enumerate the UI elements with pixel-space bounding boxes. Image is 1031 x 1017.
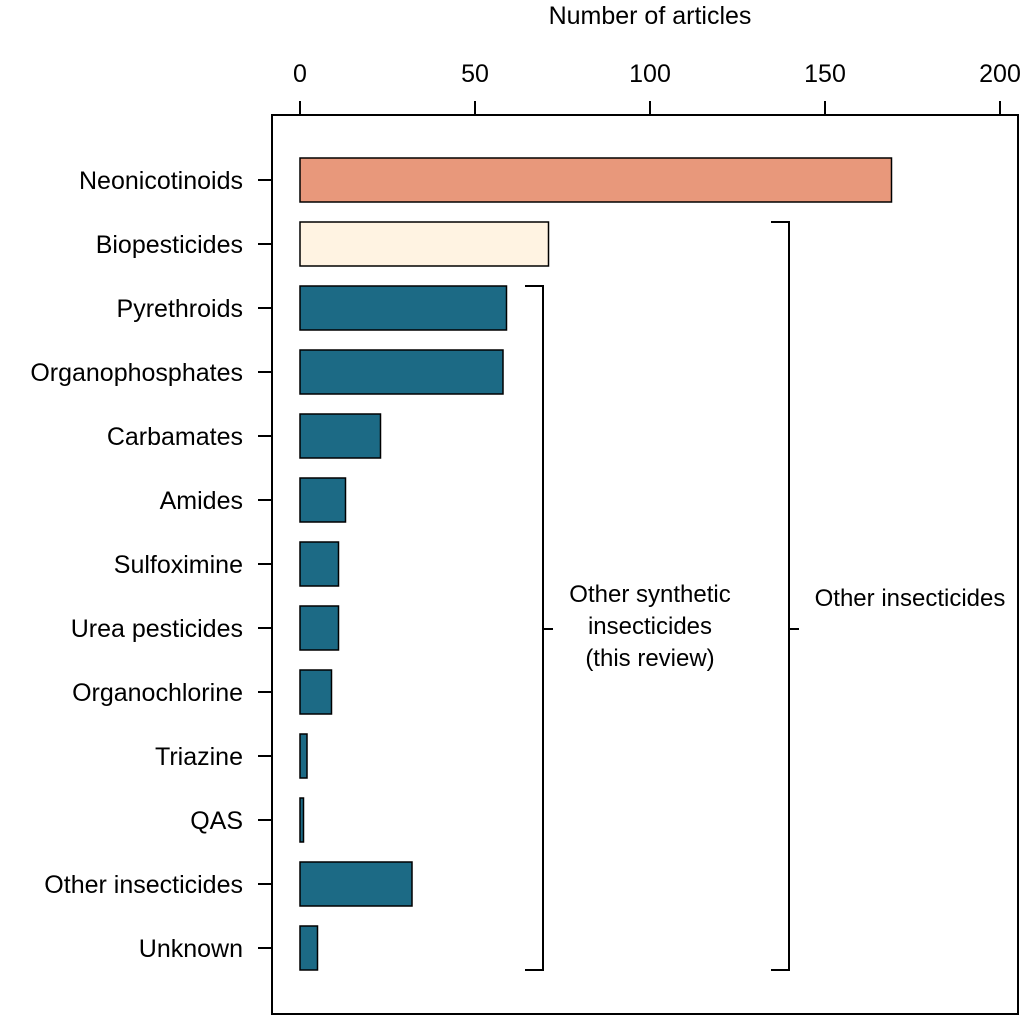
category-label: Sulfoximine (114, 551, 243, 579)
bar-urea-pesticides (299, 605, 340, 651)
category-label: Unknown (139, 935, 243, 963)
category-label: Biopesticides (96, 231, 243, 259)
bar-carbamates (299, 413, 382, 459)
category-label: Organophosphates (30, 359, 243, 387)
bracket-label-line: (this review) (585, 645, 714, 672)
bar-unknown (299, 925, 319, 971)
x-axis-ticks: 0 50 100 150 200 (293, 60, 1021, 115)
x-tick-label: 50 (461, 60, 489, 88)
bars (299, 157, 893, 971)
bar-biopesticides (299, 221, 550, 267)
x-tick-label: 0 (293, 60, 307, 88)
x-tick-label: 150 (804, 60, 846, 88)
bracket-label-line: Other synthetic (569, 581, 730, 608)
bar-organochlorine (299, 669, 333, 715)
category-label: Amides (160, 487, 243, 515)
bar-neonicotinoids (299, 157, 893, 203)
category-label: Urea pesticides (71, 615, 243, 643)
bracket-2 (771, 221, 790, 971)
category-label: Other insecticides (44, 871, 243, 899)
x-axis-title: Number of articles (549, 2, 752, 30)
bracket-label-line: insecticides (588, 613, 712, 640)
category-label: Triazine (155, 743, 243, 771)
bar-organophosphates (299, 349, 504, 395)
x-tick-label: 200 (979, 60, 1021, 88)
category-label: QAS (190, 807, 243, 835)
bar-triazine (299, 733, 308, 779)
bar-pyrethroids (299, 285, 508, 331)
bar-amides (299, 477, 347, 523)
category-label: Neonicotinoids (79, 167, 243, 195)
category-label: Carbamates (107, 423, 243, 451)
bar-qas (299, 797, 305, 843)
bracket-label-line: Other insecticides (815, 585, 1006, 612)
category-label: Organochlorine (72, 679, 243, 707)
bar-sulfoximine (299, 541, 340, 587)
bar-other-insecticides (299, 861, 413, 907)
category-axis: Neonicotinoids Biopesticides Pyrethroids Or… (30, 167, 272, 963)
bracket-annotations: Other synthetic insecticides (this review)… (525, 221, 1006, 971)
category-label: Pyrethroids (117, 295, 243, 323)
x-tick-label: 100 (629, 60, 671, 88)
bracket-1 (525, 285, 544, 971)
